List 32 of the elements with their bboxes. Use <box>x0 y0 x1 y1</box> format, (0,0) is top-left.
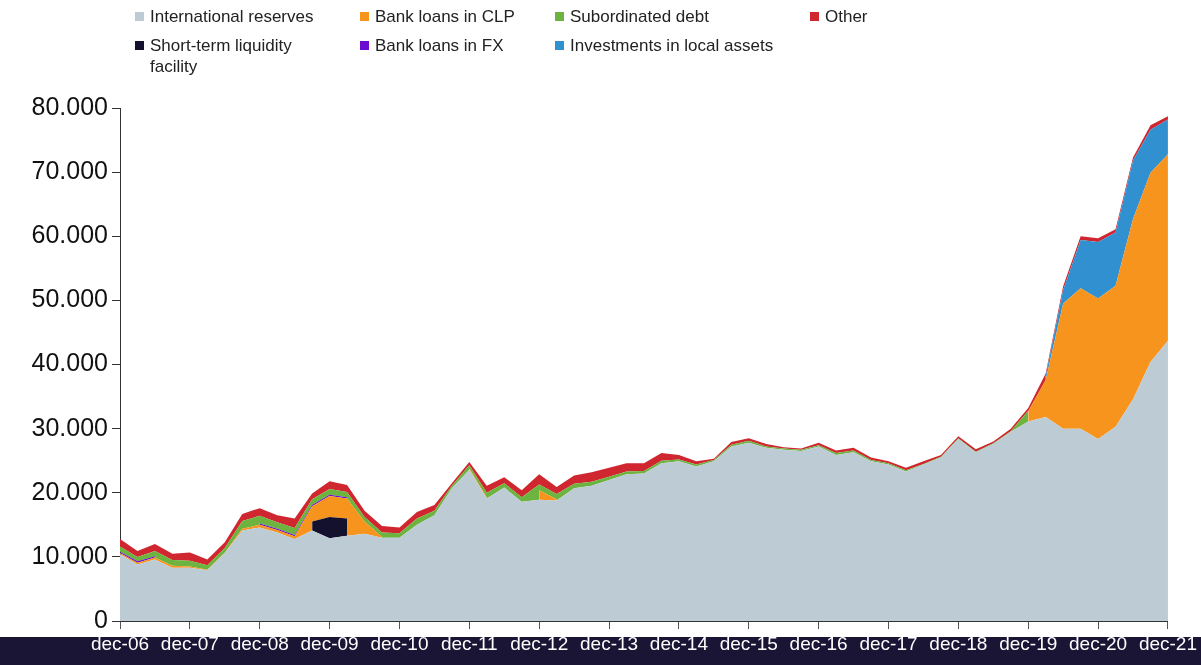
x-tick-label: dec-17 <box>859 632 918 654</box>
x-tick-label: dec-07 <box>160 632 219 654</box>
x-tick-label: dec-13 <box>579 632 639 654</box>
x-tick-label: dec-20 <box>1069 632 1128 654</box>
x-tick-label: dec-11 <box>440 632 498 654</box>
legend-label: Subordinated debt <box>570 6 709 27</box>
legend-label: Bank loans in CLP <box>375 6 515 27</box>
x-tick-label: dec-09 <box>300 632 359 654</box>
legend-label: Investments in local assets <box>570 35 774 56</box>
x-tick-label: dec-21 <box>1138 632 1198 654</box>
x-tick-label: dec-15 <box>719 632 778 654</box>
x-tick-label: dec-18 <box>929 632 988 654</box>
x-tick-label: dec-08 <box>230 632 289 654</box>
x-tick-label: dec-14 <box>649 632 709 654</box>
y-tick-label: 0 <box>94 604 108 633</box>
y-tick-label: 70.000 <box>31 156 108 185</box>
y-tick-label: 50.000 <box>31 284 108 313</box>
x-tick-label: dec-12 <box>510 632 569 654</box>
x-tick-label: dec-10 <box>370 632 429 654</box>
y-tick-label: 80.000 <box>31 91 108 120</box>
y-tick-label: 10.000 <box>31 540 108 569</box>
y-tick-label: 30.000 <box>31 412 108 441</box>
x-tick-label: dec-19 <box>999 632 1058 654</box>
y-tick-label: 40.000 <box>31 348 108 377</box>
y-tick-label: 60.000 <box>31 220 108 249</box>
legend-label: Short-term liquidity facility <box>150 35 293 77</box>
y-tick-label: 20.000 <box>31 476 108 505</box>
legend-label: Bank loans in FX <box>375 35 504 56</box>
legend-label: International reserves <box>150 6 314 27</box>
x-tick-label: dec-06 <box>90 632 150 654</box>
legend-label: Other <box>825 6 868 27</box>
x-tick-label: dec-16 <box>789 632 848 654</box>
